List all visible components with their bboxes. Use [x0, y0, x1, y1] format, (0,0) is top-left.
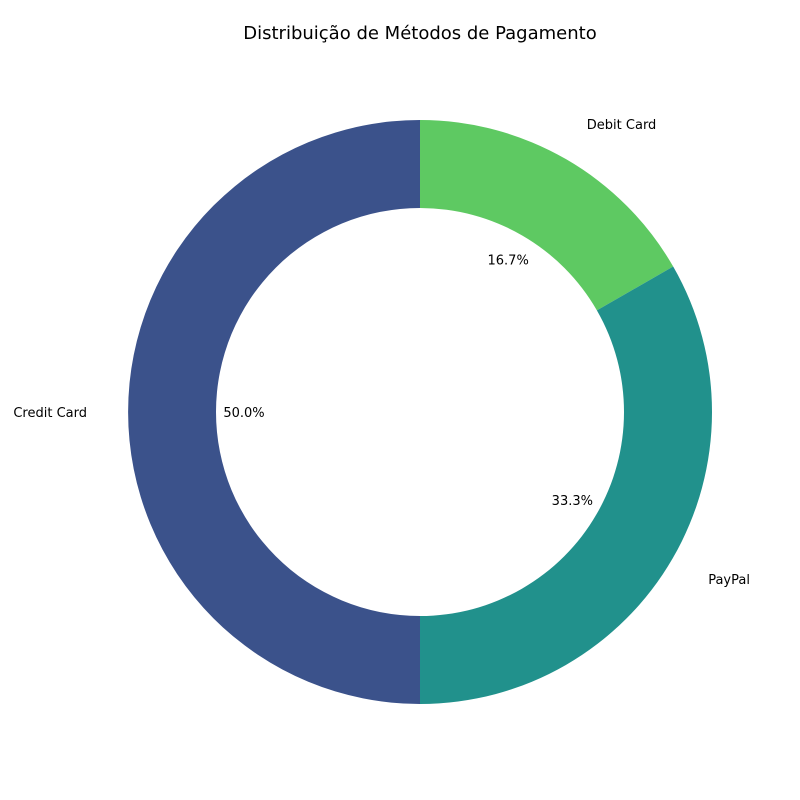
chart-title: Distribuição de Métodos de Pagamento [243, 23, 596, 44]
slice-percent-credit-card: 50.0% [223, 406, 264, 421]
slice-label-debit-card: Debit Card [587, 118, 657, 133]
donut-slices [128, 120, 712, 704]
donut-labels: Debit Card 16.7% PayPal 33.3% Credit Card 50.… [13, 118, 750, 588]
slice-label-credit-card: Credit Card [13, 406, 87, 421]
slice-percent-debit-card: 16.7% [488, 254, 529, 269]
donut-slice-paypal [420, 266, 712, 704]
donut-slice-debit-card [420, 120, 674, 311]
donut-slice-credit-card [128, 120, 420, 704]
slice-label-paypal: PayPal [708, 573, 750, 588]
slice-percent-paypal: 33.3% [552, 494, 593, 509]
